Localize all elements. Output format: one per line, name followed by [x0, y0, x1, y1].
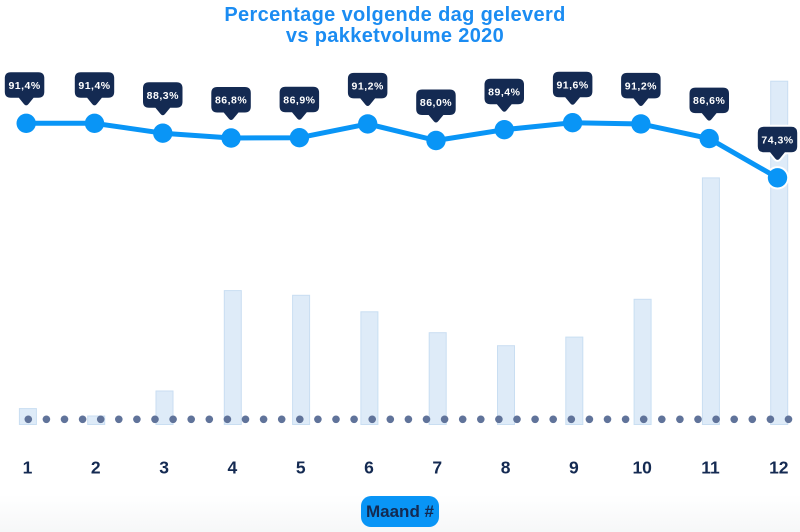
svg-text:86,9%: 86,9% — [283, 94, 315, 106]
svg-text:91,4%: 91,4% — [78, 80, 110, 92]
svg-text:9: 9 — [569, 458, 579, 478]
svg-text:88,3%: 88,3% — [147, 90, 179, 102]
svg-text:3: 3 — [159, 458, 169, 478]
svg-text:86,0%: 86,0% — [420, 97, 452, 109]
svg-text:12: 12 — [769, 458, 789, 478]
svg-text:7: 7 — [432, 458, 442, 478]
svg-text:6: 6 — [364, 458, 374, 478]
svg-text:91,6%: 91,6% — [556, 79, 588, 91]
svg-text:11: 11 — [701, 458, 720, 478]
svg-text:86,6%: 86,6% — [693, 95, 725, 107]
svg-text:4: 4 — [228, 458, 238, 478]
svg-text:2: 2 — [91, 458, 101, 478]
svg-text:89,4%: 89,4% — [488, 86, 520, 98]
svg-text:91,4%: 91,4% — [8, 80, 40, 92]
svg-text:10: 10 — [632, 458, 652, 478]
svg-text:8: 8 — [501, 458, 511, 478]
svg-text:91,2%: 91,2% — [625, 81, 657, 93]
svg-text:1: 1 — [23, 458, 33, 478]
svg-text:86,8%: 86,8% — [215, 95, 247, 107]
svg-text:74,3%: 74,3% — [761, 134, 793, 146]
svg-text:91,2%: 91,2% — [352, 81, 384, 93]
svg-text:5: 5 — [296, 458, 306, 478]
